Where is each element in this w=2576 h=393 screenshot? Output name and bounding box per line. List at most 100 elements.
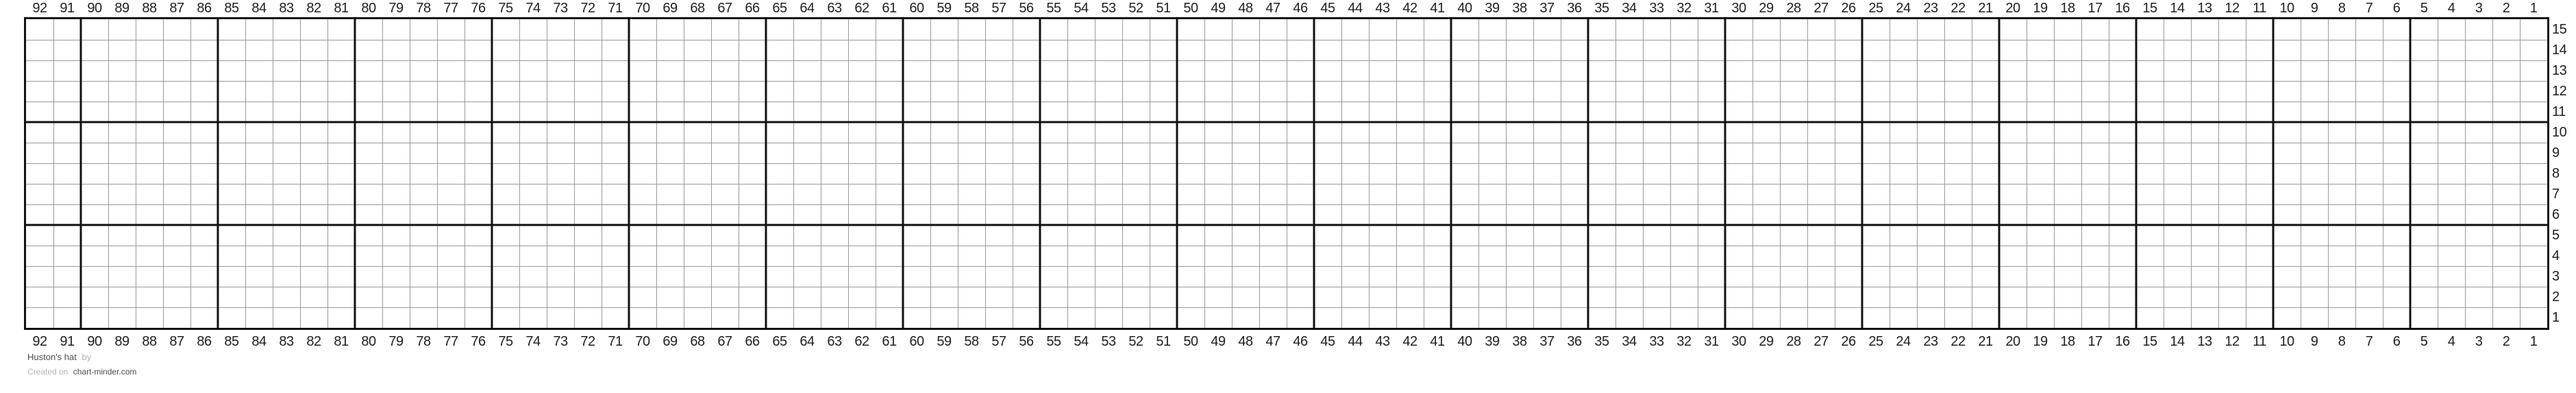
column-label: 20 [2005, 334, 2020, 349]
column-label: 31 [1704, 334, 1719, 349]
column-label: 91 [60, 334, 75, 349]
column-label: 44 [1348, 1, 1363, 16]
column-label: 54 [1074, 1, 1089, 16]
column-label: 57 [991, 1, 1006, 16]
column-label: 30 [1731, 1, 1746, 16]
column-label: 87 [169, 1, 184, 16]
column-label: 89 [114, 1, 129, 16]
column-label: 11 [2253, 334, 2266, 349]
footer-title-line: Huston's hat by [27, 352, 136, 363]
column-label: 63 [827, 334, 842, 349]
column-label: 51 [1156, 1, 1171, 16]
column-label: 45 [1320, 1, 1335, 16]
column-label: 83 [279, 334, 294, 349]
column-label: 61 [882, 1, 897, 16]
column-labels-top: 92 91 90 89 88 87 86 85 84 83 82 81 80 79 78 77 76 75 74 73… [26, 0, 2547, 16]
column-label: 56 [1019, 334, 1034, 349]
column-label: 51 [1156, 334, 1171, 349]
column-label: 42 [1402, 1, 1417, 16]
column-label: 7 [2365, 334, 2373, 349]
column-label: 64 [800, 1, 815, 16]
column-label: 72 [580, 1, 595, 16]
column-label: 70 [635, 1, 650, 16]
row-label: 4 [2552, 248, 2560, 263]
row-label: 15 [2552, 22, 2567, 37]
column-label: 52 [1128, 1, 1143, 16]
column-label: 78 [416, 334, 431, 349]
column-label: 68 [690, 334, 705, 349]
column-label: 7 [2365, 1, 2373, 16]
column-label: 77 [443, 1, 458, 16]
column-label: 1 [2529, 334, 2538, 349]
column-label: 52 [1128, 334, 1143, 349]
column-label: 70 [635, 334, 650, 349]
column-label: 84 [251, 334, 267, 349]
column-label: 10 [2279, 1, 2294, 16]
column-label: 62 [854, 1, 869, 16]
column-label: 82 [306, 334, 321, 349]
row-label: 7 [2552, 187, 2560, 202]
column-label: 37 [1539, 334, 1555, 349]
column-label: 24 [1896, 1, 1911, 16]
column-label: 12 [2225, 1, 2240, 16]
column-label: 89 [114, 334, 129, 349]
column-label: 1 [2529, 1, 2538, 16]
column-label: 77 [443, 334, 458, 349]
column-label: 17 [2088, 1, 2103, 16]
column-label: 49 [1211, 334, 1226, 349]
column-label: 3 [2475, 1, 2483, 16]
column-label: 44 [1348, 334, 1363, 349]
column-label: 42 [1402, 334, 1417, 349]
column-label: 90 [87, 1, 102, 16]
column-label: 20 [2005, 1, 2020, 16]
column-label: 28 [1786, 1, 1801, 16]
column-label: 85 [224, 1, 239, 16]
column-label: 4 [2447, 1, 2455, 16]
column-label: 82 [306, 1, 321, 16]
column-label: 15 [2142, 334, 2157, 349]
credit-site: chart-minder.com [73, 367, 137, 377]
column-label: 90 [87, 334, 102, 349]
column-label: 28 [1786, 334, 1801, 349]
column-label: 13 [2197, 1, 2212, 16]
column-label: 27 [1813, 1, 1829, 16]
column-label: 10 [2279, 334, 2294, 349]
column-label: 58 [964, 1, 979, 16]
column-label: 11 [2253, 1, 2266, 16]
column-label: 73 [553, 1, 568, 16]
column-label: 91 [60, 1, 75, 16]
column-label: 4 [2447, 334, 2455, 349]
column-label: 50 [1183, 334, 1198, 349]
column-label: 86 [197, 334, 212, 349]
column-label: 66 [745, 334, 760, 349]
column-label: 74 [525, 334, 541, 349]
column-label: 32 [1676, 334, 1692, 349]
column-label: 9 [2310, 334, 2318, 349]
chart-footer: Huston's hat by Created on chart-minder.… [27, 352, 136, 377]
row-label: 6 [2552, 207, 2560, 222]
column-label: 62 [854, 334, 869, 349]
column-label: 71 [608, 334, 623, 349]
column-label: 79 [388, 334, 404, 349]
row-label: 2 [2552, 289, 2560, 305]
column-label: 46 [1293, 334, 1308, 349]
column-label: 36 [1567, 334, 1582, 349]
column-label: 88 [142, 1, 157, 16]
column-label: 87 [169, 334, 184, 349]
column-label: 81 [334, 1, 349, 16]
column-label: 59 [937, 334, 952, 349]
column-label: 41 [1430, 1, 1445, 16]
column-label: 5 [2420, 334, 2428, 349]
footer-credit-line: Created on chart-minder.com [27, 367, 136, 377]
column-label: 43 [1375, 334, 1390, 349]
column-label: 74 [525, 1, 541, 16]
column-label: 31 [1704, 1, 1719, 16]
column-label: 15 [2142, 1, 2157, 16]
column-label: 58 [964, 334, 979, 349]
column-label: 27 [1813, 334, 1829, 349]
column-label: 25 [1868, 1, 1883, 16]
row-labels-right: 15 14 13 12 11 10 9 8 7 6 5 4 3 2 1 [2552, 19, 2575, 328]
row-label: 3 [2552, 269, 2560, 284]
column-label: 80 [361, 1, 376, 16]
column-label: 26 [1841, 1, 1856, 16]
